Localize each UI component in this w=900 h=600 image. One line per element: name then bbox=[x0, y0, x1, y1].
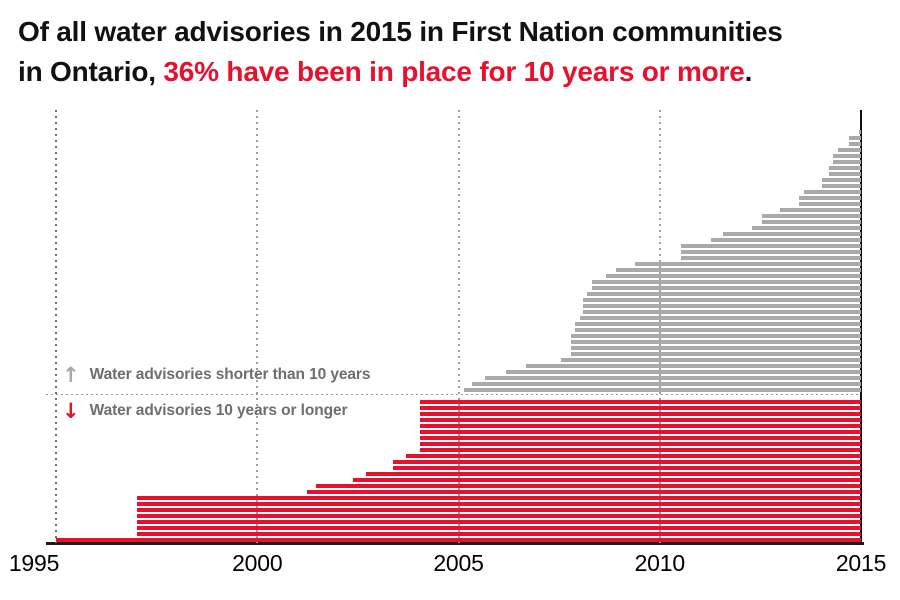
advisory-bar-10yr-or-longer bbox=[365, 472, 861, 476]
legend-shorter-label: Water advisories shorter than 10 years bbox=[89, 366, 371, 383]
advisory-bar-10yr-or-longer bbox=[352, 478, 861, 482]
advisory-bar-shorter-than-10yr bbox=[710, 238, 861, 242]
advisory-bar-shorter-than-10yr bbox=[804, 190, 861, 194]
advisory-bar-shorter-than-10yr bbox=[838, 148, 861, 152]
advisory-bar-shorter-than-10yr bbox=[583, 310, 861, 314]
advisory-bar-10yr-or-longer bbox=[420, 430, 861, 434]
advisory-bar-shorter-than-10yr bbox=[570, 352, 861, 356]
title-line-2: in Ontario, 36% have been in place for 1… bbox=[18, 52, 888, 92]
gridline-2000 bbox=[256, 110, 259, 543]
advisory-bar-shorter-than-10yr bbox=[570, 334, 861, 338]
advisory-bar-shorter-than-10yr bbox=[570, 340, 861, 344]
advisory-bar-10yr-or-longer bbox=[392, 466, 861, 470]
advisory-bar-shorter-than-10yr bbox=[525, 364, 861, 368]
x-axis-line bbox=[46, 542, 864, 545]
title-line-1: Of all water advisories in 2015 in First… bbox=[18, 12, 888, 52]
advisory-bar-shorter-than-10yr bbox=[580, 316, 861, 320]
advisory-bar-shorter-than-10yr bbox=[583, 298, 861, 302]
advisory-bar-shorter-than-10yr bbox=[832, 154, 861, 158]
advisory-bar-shorter-than-10yr bbox=[485, 376, 861, 380]
title-line-1-text: Of all water advisories in 2015 in First… bbox=[18, 16, 783, 47]
advisory-bar-shorter-than-10yr bbox=[634, 262, 861, 266]
advisory-bar-10yr-or-longer bbox=[136, 520, 861, 524]
advisory-bar-shorter-than-10yr bbox=[858, 130, 861, 134]
advisory-bar-shorter-than-10yr bbox=[681, 256, 861, 260]
advisory-bar-shorter-than-10yr bbox=[681, 244, 861, 248]
advisory-bar-10yr-or-longer bbox=[136, 502, 861, 506]
legend-shorter-than-10-years: ↑ Water advisories shorter than 10 years bbox=[62, 364, 370, 386]
advisory-bar-shorter-than-10yr bbox=[605, 274, 861, 278]
advisory-bar-10yr-or-longer bbox=[56, 538, 861, 542]
ten-year-divider-line bbox=[46, 394, 862, 395]
advisory-bar-shorter-than-10yr bbox=[560, 358, 861, 362]
advisory-bar-shorter-than-10yr bbox=[822, 184, 861, 188]
advisory-bar-10yr-or-longer bbox=[136, 526, 861, 530]
x-tick-2010: 2010 bbox=[634, 550, 686, 576]
advisory-bar-shorter-than-10yr bbox=[570, 346, 861, 350]
advisory-bar-10yr-or-longer bbox=[420, 400, 861, 404]
advisory-bar-shorter-than-10yr bbox=[829, 166, 861, 170]
advisory-bar-shorter-than-10yr bbox=[574, 328, 861, 332]
advisory-bar-shorter-than-10yr bbox=[591, 286, 861, 290]
advisory-bar-10yr-or-longer bbox=[420, 424, 861, 428]
advisory-bar-10yr-or-longer bbox=[420, 406, 861, 410]
advisory-bar-shorter-than-10yr bbox=[822, 178, 861, 182]
advisory-bar-shorter-than-10yr bbox=[780, 208, 861, 212]
advisory-bar-shorter-than-10yr bbox=[587, 292, 861, 296]
gridline-2010 bbox=[658, 110, 661, 543]
advisory-bar-shorter-than-10yr bbox=[615, 268, 861, 272]
legend-longer-label: Water advisories 10 years or longer bbox=[89, 402, 348, 419]
advisory-bar-shorter-than-10yr bbox=[762, 214, 861, 218]
advisory-bar-shorter-than-10yr bbox=[574, 322, 861, 326]
advisory-bar-10yr-or-longer bbox=[420, 436, 861, 440]
advisory-bar-10yr-or-longer bbox=[307, 490, 861, 494]
gridline-1995 bbox=[55, 110, 57, 543]
advisory-bar-shorter-than-10yr bbox=[751, 226, 861, 230]
advisory-bar-10yr-or-longer bbox=[406, 454, 861, 458]
legend-10-years-or-longer: ↓ Water advisories 10 years or longer bbox=[62, 399, 348, 423]
advisory-bar-shorter-than-10yr bbox=[832, 160, 861, 164]
advisory-bar-shorter-than-10yr bbox=[829, 172, 861, 176]
gridline-2015 bbox=[860, 110, 862, 545]
advisory-bar-shorter-than-10yr bbox=[723, 232, 861, 236]
title-line-2-prefix: in Ontario, bbox=[18, 56, 164, 87]
advisory-bar-shorter-than-10yr bbox=[591, 280, 861, 284]
advisory-bar-shorter-than-10yr bbox=[681, 250, 861, 254]
page-title: Of all water advisories in 2015 in First… bbox=[18, 12, 888, 92]
arrow-up-icon: ↑ bbox=[62, 363, 80, 387]
advisory-bar-10yr-or-longer bbox=[420, 442, 861, 446]
advisory-bar-10yr-or-longer bbox=[136, 514, 861, 518]
advisory-bar-shorter-than-10yr bbox=[849, 136, 861, 140]
advisory-bar-shorter-than-10yr bbox=[506, 370, 861, 374]
x-tick-2000: 2000 bbox=[232, 550, 283, 576]
x-tick-2015: 2015 bbox=[835, 550, 887, 576]
title-line-2-period: . bbox=[744, 56, 753, 87]
advisory-bar-10yr-or-longer bbox=[392, 460, 861, 464]
advisory-bar-10yr-or-longer bbox=[420, 448, 861, 452]
advisory-bar-10yr-or-longer bbox=[136, 532, 861, 536]
gridline-2005 bbox=[457, 110, 460, 543]
advisory-bar-shorter-than-10yr bbox=[849, 142, 861, 146]
x-tick-2005: 2005 bbox=[433, 550, 484, 576]
advisory-bar-shorter-than-10yr bbox=[799, 196, 861, 200]
advisory-bar-10yr-or-longer bbox=[316, 484, 861, 488]
arrow-down-icon: ↓ bbox=[62, 399, 80, 423]
advisory-bar-10yr-or-longer bbox=[420, 418, 861, 422]
x-tick-1995: 1995 bbox=[8, 550, 60, 576]
advisory-bar-shorter-than-10yr bbox=[762, 220, 861, 224]
advisory-bar-shorter-than-10yr bbox=[799, 202, 861, 206]
advisory-bar-shorter-than-10yr bbox=[472, 382, 861, 386]
advisory-bar-shorter-than-10yr bbox=[583, 304, 861, 308]
advisory-bar-10yr-or-longer bbox=[420, 412, 861, 416]
advisory-bar-10yr-or-longer bbox=[136, 496, 861, 500]
advisory-bar-shorter-than-10yr bbox=[463, 388, 861, 392]
advisory-bar-10yr-or-longer bbox=[136, 508, 861, 512]
title-highlight-36pct: 36% have been in place for 10 years or m… bbox=[163, 56, 745, 87]
